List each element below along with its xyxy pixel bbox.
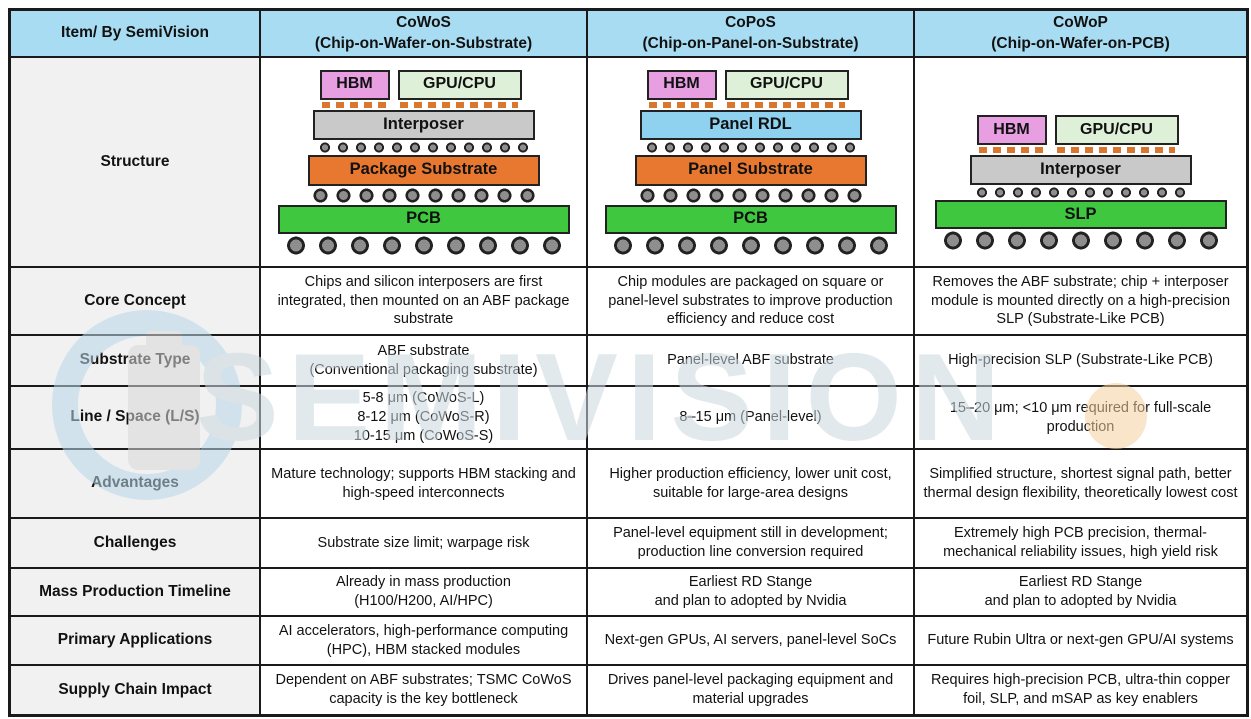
cell-challenges-copos: Panel-level equipment still in developme… — [588, 519, 915, 569]
header-cowos-title: CoWoS — [396, 13, 451, 31]
hbm-chip: HBM — [976, 115, 1047, 145]
microbump-row — [640, 101, 862, 108]
header-copos-title: CoPoS — [725, 13, 776, 31]
cell-core-concept-cowop: Removes the ABF substrate; chip + interp… — [915, 268, 1246, 336]
hbm-chip: HBM — [646, 69, 717, 100]
row-label-mass-production: Mass Production Timeline — [11, 569, 261, 617]
cell-mass-production-cowop: Earliest RD Stange and plan to adopted b… — [915, 569, 1246, 617]
gpu-cpu-chip: GPU/CPU — [397, 69, 522, 100]
header-cowop-cell: CoWoP (Chip-on-Wafer-on-PCB) — [915, 11, 1246, 58]
cell-line-space-cowop: 15–20 μm; <10 μm required for full-scale… — [915, 387, 1246, 450]
row-label-advantages: Advantages — [11, 450, 261, 519]
cell-advantages-cowos: Mature technology; supports HBM stacking… — [261, 450, 588, 519]
header-cowop-subtitle: (Chip-on-Wafer-on-PCB) — [991, 34, 1170, 52]
row-label-line-space: Line / Space (L/S) — [11, 387, 261, 450]
gpu-cpu-chip: GPU/CPU — [1054, 115, 1179, 145]
pcb-layer: PCB — [277, 204, 570, 234]
slp-layer: SLP — [934, 200, 1227, 229]
cell-supply-chain-cowop: Requires high-precision PCB, ultra-thin … — [930, 672, 1230, 707]
solder-bump-row-small — [315, 141, 532, 153]
header-item-cell: Item/ By SemiVision — [11, 11, 261, 58]
structure-diagram-copos: HBM GPU/CPU Panel RDL Panel Substrate PC… — [588, 58, 915, 268]
structure-diagram-cowop: HBM GPU/CPU Interposer SLP — [915, 58, 1246, 268]
hbm-chip: HBM — [319, 69, 390, 100]
package-substrate-layer: Package Substrate — [307, 154, 540, 186]
microbump-row — [970, 147, 1192, 153]
row-label-core-concept: Core Concept — [11, 268, 261, 336]
solder-ball-row-medium — [635, 187, 866, 203]
header-cowop-title: CoWoP — [1053, 13, 1108, 31]
interposer-layer: Interposer — [312, 109, 535, 140]
panel-rdl-layer: Panel RDL — [639, 109, 862, 140]
header-copos-subtitle: (Chip-on-Panel-on-Substrate) — [642, 34, 859, 52]
structure-diagram-cowos: HBM GPU/CPU Interposer Package Substrate… — [261, 58, 588, 268]
cell-core-concept-cowos: Chips and silicon interposers are first … — [261, 268, 588, 336]
cell-advantages-copos: Higher production efficiency, lower unit… — [588, 450, 915, 519]
row-label-primary-applications: Primary Applications — [11, 617, 261, 666]
cell-advantages-cowop: Simplified structure, shortest signal pa… — [915, 450, 1246, 519]
microbump-row — [313, 101, 535, 108]
cell-substrate-type-cowop: High-precision SLP (Substrate-Like PCB) — [915, 336, 1246, 387]
row-label-supply-chain: Supply Chain Impact — [11, 666, 261, 714]
solder-ball-row-large — [279, 235, 568, 255]
row-label-substrate-type: Substrate Type — [11, 336, 261, 387]
chip-row: HBM GPU/CPU — [313, 69, 535, 100]
solder-bump-row-small — [972, 187, 1189, 198]
pcb-layer: PCB — [604, 204, 897, 234]
header-item-label: Item/ By SemiVision — [61, 24, 209, 42]
panel-substrate-layer: Panel Substrate — [634, 154, 867, 186]
interposer-layer: Interposer — [969, 155, 1192, 185]
chip-row: HBM GPU/CPU — [640, 69, 862, 100]
cell-mass-production-copos: Earliest RD Stange and plan to adopted b… — [588, 569, 915, 617]
solder-ball-row-large — [936, 231, 1225, 250]
cell-challenges-cowop: Extremely high PCB precision, thermal-me… — [915, 519, 1246, 569]
chip-row: HBM GPU/CPU — [970, 115, 1192, 145]
header-cowos-subtitle: (Chip-on-Wafer-on-Substrate) — [314, 34, 533, 52]
cell-primary-applications-cowos: AI accelerators, high-performance comput… — [261, 617, 588, 666]
comparison-table: Item/ By SemiVision CoWoS (Chip-on-Wafer… — [8, 8, 1249, 717]
cell-supply-chain-copos: Drives panel-level packaging equipment a… — [588, 666, 915, 714]
cell-supply-chain-cowos: Dependent on ABF substrates; TSMC CoWoS … — [261, 666, 588, 714]
cell-challenges-cowos: Substrate size limit; warpage risk — [261, 519, 588, 569]
cell-line-space-copos: 8–15 μm (Panel-level) — [588, 387, 915, 450]
row-label-challenges: Challenges — [11, 519, 261, 569]
cell-core-concept-copos: Chip modules are packaged on square or p… — [588, 268, 915, 336]
header-copos-cell: CoPoS (Chip-on-Panel-on-Substrate) — [588, 11, 915, 58]
header-cowos-cell: CoWoS (Chip-on-Wafer-on-Substrate) — [261, 11, 588, 58]
cell-substrate-type-copos: Panel-level ABF substrate — [588, 336, 915, 387]
solder-ball-row-medium — [308, 187, 539, 203]
cell-substrate-type-cowos: ABF substrate (Conventional packaging su… — [261, 336, 588, 387]
gpu-cpu-chip: GPU/CPU — [724, 69, 849, 100]
cell-line-space-cowos: 5-8 μm (CoWoS-L) 8-12 μm (CoWoS-R) 10-15… — [261, 387, 588, 450]
cell-mass-production-cowos: Already in mass production (H100/H200, A… — [261, 569, 588, 617]
cell-primary-applications-copos: Next-gen GPUs, AI servers, panel-level S… — [588, 617, 915, 666]
solder-bump-row-small — [642, 141, 859, 153]
cell-primary-applications-cowop: Future Rubin Ultra or next-gen GPU/AI sy… — [915, 617, 1246, 666]
row-label-structure: Structure — [11, 58, 261, 268]
solder-ball-row-large — [606, 235, 895, 255]
